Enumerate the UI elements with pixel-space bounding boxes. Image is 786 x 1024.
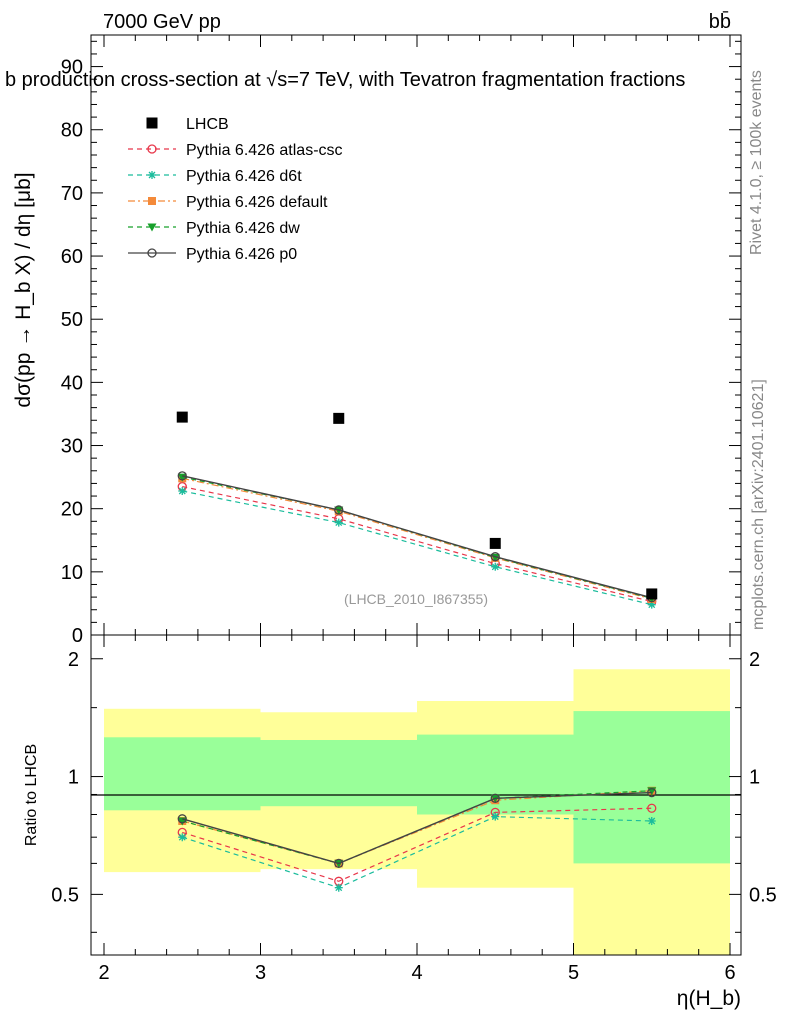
main-series-point: [333, 412, 345, 424]
main-series-line: [182, 477, 652, 600]
main-y-tick-label: 70: [61, 183, 83, 205]
main-series-point: [490, 552, 500, 562]
main-y-tick-label: 80: [61, 120, 83, 142]
main-series-group: [176, 411, 658, 609]
legend-marker: [147, 144, 157, 154]
analysis-id-label: (LHCB_2010_I867355): [344, 591, 488, 607]
main-y-tick-label: 0: [72, 625, 83, 647]
legend-item: Pythia 6.426 default: [128, 194, 328, 211]
ratio-uncertainty-bands: [104, 669, 730, 955]
legend-marker: [148, 171, 156, 179]
legend-label: Pythia 6.426 dw: [186, 220, 300, 237]
rivet-version-label: Rivet 4.1.0, ≥ 100k events: [748, 70, 765, 255]
ratio-y-tick-label: 1: [68, 767, 79, 789]
energy-label: 7000 GeV pp: [103, 11, 221, 33]
main-series-4: [177, 471, 657, 603]
main-series-3: [177, 473, 657, 603]
ratio-series-line: [182, 816, 652, 889]
legend-marker: [147, 223, 157, 232]
main-series-point: [178, 487, 187, 495]
main-series-1: [178, 487, 656, 609]
main-series-point: [489, 537, 501, 549]
legend-label: Pythia 6.426 atlas-csc: [186, 142, 343, 159]
main-series-line: [182, 476, 652, 599]
main-y-tick-label: 10: [61, 562, 83, 584]
ratio-band-inner: [104, 737, 261, 811]
main-y-tick-label: 40: [61, 372, 83, 394]
main-series-point: [176, 411, 188, 423]
ratio-y-axis: 0.5 0.5 1 1 2 2: [51, 649, 777, 933]
x-axis-label: η(H_b): [677, 987, 741, 1010]
main-series-point: [334, 518, 343, 527]
legend-label: Pythia 6.426 d6t: [186, 168, 302, 185]
process-label: bb̄: [709, 10, 731, 33]
main-series-point: [647, 600, 656, 609]
main-series-point: [646, 588, 658, 600]
ratio-series-point: [647, 803, 657, 813]
main-y-tick-label: 50: [61, 309, 83, 331]
main-y-axis-label: dσ(pp → H_b X) / dη [μb]: [12, 172, 35, 407]
ratio-series-point: [178, 833, 187, 842]
ratio-series-point: [177, 814, 187, 824]
ratio-x-tick-label: 5: [568, 962, 579, 984]
legend-item: Pythia 6.426 dw: [128, 220, 300, 237]
ratio-y-tick-label: 2: [68, 649, 79, 671]
ratio-series-point: [647, 787, 657, 798]
main-plot-title: b production cross-section at √s=7 TeV, …: [5, 69, 685, 91]
ratio-x-tick-label: 3: [255, 962, 266, 984]
main-series-line: [182, 485, 652, 603]
ratio-series-1: [178, 812, 656, 892]
ratio-x-tick-label: 2: [98, 962, 109, 984]
mcplots-label: mcplots.cern.ch [arXiv:2401.10621]: [750, 379, 767, 630]
ratio-x-tick-label: 6: [724, 962, 735, 984]
main-series-point: [177, 471, 187, 481]
main-x-ticks: [103, 35, 731, 635]
legend-marker: [148, 197, 156, 205]
ratio-plot-frame: [90, 634, 742, 956]
main-series-5: [176, 411, 658, 600]
legend-marker: [146, 117, 158, 129]
legend-label: Pythia 6.426 p0: [186, 246, 297, 263]
main-series-line: [182, 490, 652, 606]
legend-item: Pythia 6.426 p0: [128, 246, 297, 263]
main-series-point: [177, 473, 187, 482]
ratio-series-point: [334, 858, 344, 869]
main-series-line: [182, 475, 652, 599]
ratio-band-inner: [260, 740, 417, 807]
main-y-tick-label: 20: [61, 499, 83, 521]
main-series-2: [178, 474, 656, 603]
main-y-tick-label: 30: [61, 436, 83, 458]
ratio-plot: 0.5 0.5 1 1 2 2 2 3 4 5 6 Ratio to LHCB η(H_b): [23, 634, 777, 1010]
ratio-series-4: [177, 787, 657, 869]
main-y-tick-label: 90: [61, 57, 83, 79]
ratio-series-line: [182, 807, 652, 882]
ratio-series-point: [491, 812, 500, 821]
legend-item: Pythia 6.426 d6t: [128, 168, 302, 185]
ratio-series-point: [334, 883, 343, 892]
ratio-y-axis-label: Ratio to LHCB: [23, 744, 40, 846]
ratio-y-tick-label-right: 1: [749, 767, 760, 789]
ratio-y-tick-label-right: 2: [749, 649, 760, 671]
ratio-y-tick-label: 0.5: [51, 884, 79, 906]
main-y-axis: 0 10 20 30 40 50 60 70 80 90: [61, 40, 741, 647]
ratio-x-axis: 2 3 4 5 6: [98, 635, 736, 984]
legend: LHCB Pythia 6.426 atlas-csc Pythia 6.426 d…: [128, 116, 343, 263]
main-series-point: [334, 505, 344, 515]
legend-label: Pythia 6.426 default: [186, 194, 328, 211]
legend-item: Pythia 6.426 atlas-csc: [128, 142, 343, 159]
legend-label: LHCB: [186, 116, 229, 133]
ratio-series-line: [182, 791, 652, 865]
main-y-tick-label: 60: [61, 246, 83, 268]
ratio-x-tick-label: 4: [411, 962, 422, 984]
legend-item: LHCB: [146, 116, 229, 133]
ratio-series-point: [490, 793, 500, 803]
ratio-series-point: [647, 816, 656, 825]
legend-marker: [147, 248, 157, 258]
main-series-point: [491, 562, 500, 571]
main-series-0: [177, 481, 657, 607]
ratio-y-tick-label-right: 0.5: [749, 884, 777, 906]
ratio-series-group: [177, 786, 657, 892]
